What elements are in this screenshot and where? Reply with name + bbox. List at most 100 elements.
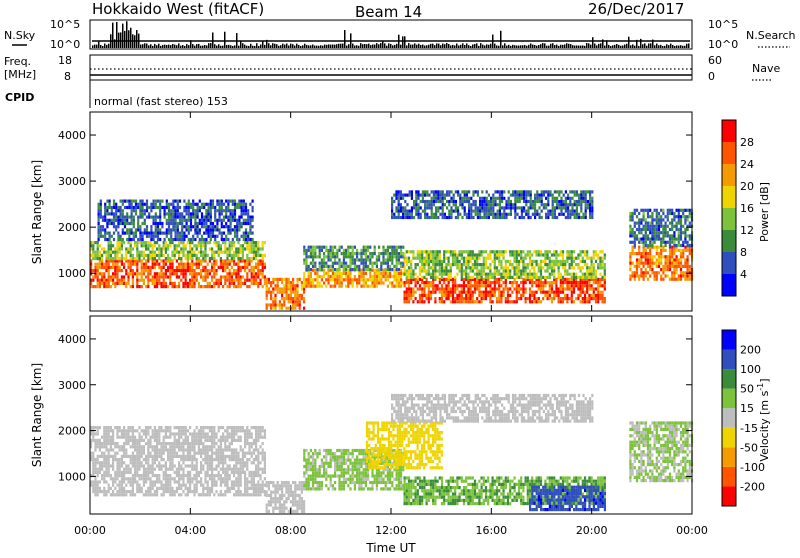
power-echo-cell [367, 265, 369, 268]
power-echo-cell [660, 255, 662, 258]
power-echo-cell [654, 238, 656, 241]
power-echo-cell [398, 278, 400, 281]
power-echo-cell [678, 209, 680, 212]
nsky-bar [314, 46, 316, 48]
power-echo-cell [349, 278, 351, 281]
power-echo-cell [470, 297, 472, 300]
power-echo-cell [673, 225, 675, 228]
power-echo-cell [464, 206, 466, 209]
power-echo-cell [428, 273, 430, 276]
power-echo-cell [112, 263, 114, 266]
power-echo-cell [456, 263, 458, 266]
power-echo-cell [540, 284, 542, 287]
power-echo-cell [431, 216, 433, 219]
power-echo-cell [124, 219, 126, 222]
power-echo-cell [412, 291, 414, 294]
power-echo-cell [352, 252, 354, 255]
power-echo-cell [532, 213, 534, 216]
power-echo-cell [365, 252, 367, 255]
power-echo-cell [470, 253, 472, 256]
power-echo-cell [116, 244, 118, 247]
power-echo-cell [527, 297, 529, 300]
power-echo-cell [179, 206, 181, 209]
velocity-echo-cell [119, 487, 121, 490]
power-echo-cell [680, 209, 682, 212]
power-echo-cell [238, 200, 240, 203]
power-echo-cell [499, 216, 501, 219]
power-echo-cell [191, 254, 193, 257]
power-echo-cell [312, 269, 314, 272]
power-echo-cell [136, 241, 138, 244]
power-echo-cell [501, 206, 503, 209]
power-echo-cell [413, 216, 415, 219]
nsky-bar [638, 46, 640, 48]
power-echo-cell [145, 269, 147, 272]
power-echo-cell [221, 209, 223, 212]
power-echo-cell [354, 246, 356, 249]
power-echo-cell [656, 252, 658, 255]
power-echo-cell [290, 300, 292, 303]
power-echo-cell [155, 222, 157, 225]
power-echo-cell [498, 263, 500, 266]
power-echo-cell [640, 231, 642, 234]
power-echo-cell [264, 263, 266, 266]
power-echo-cell [481, 190, 483, 193]
power-echo-cell [178, 263, 180, 266]
power-echo-cell [660, 274, 662, 277]
power-echo-cell [450, 266, 452, 269]
power-echo-cell [554, 210, 556, 213]
power-echo-cell [689, 238, 691, 241]
power-echo-cell [182, 254, 184, 257]
power-echo-cell [667, 234, 669, 237]
nsky-bar [482, 45, 484, 48]
power-echo-cell [542, 266, 544, 269]
power-echo-cell [214, 209, 216, 212]
power-echo-cell [439, 291, 441, 294]
power-echo-cell [638, 238, 640, 241]
power-echo-cell [203, 219, 205, 222]
power-echo-cell [142, 232, 144, 235]
power-echo-cell [259, 272, 261, 275]
power-echo-cell [180, 279, 182, 282]
power-echo-cell [595, 250, 597, 253]
power-echo-cell [509, 300, 511, 303]
power-echo-cell [398, 252, 400, 255]
power-echo-cell [676, 225, 678, 228]
power-echo-cell [560, 210, 562, 213]
velocity-echo-cell [94, 445, 96, 448]
power-echo-cell [160, 285, 162, 288]
power-echo-cell [202, 275, 204, 278]
power-echo-cell [204, 244, 206, 247]
power-echo-cell [177, 235, 179, 238]
power-echo-cell [413, 200, 415, 203]
velocity-echo-cell [116, 432, 118, 435]
power-echo-cell [682, 244, 684, 247]
power-echo-cell [212, 235, 214, 238]
power-echo-cell [459, 253, 461, 256]
power-echo-cell [404, 260, 406, 263]
power-echo-cell [130, 266, 132, 269]
power-echo-cell [209, 247, 211, 250]
power-echo-cell [230, 219, 232, 222]
power-echo-cell [161, 225, 163, 228]
power-echo-cell [470, 294, 472, 297]
power-echo-cell [253, 269, 255, 272]
power-echo-cell [459, 213, 461, 216]
power-echo-cell [412, 300, 414, 303]
nsky-bar [278, 46, 280, 48]
nsky-bar [412, 45, 414, 48]
power-echo-cell [483, 203, 485, 206]
power-echo-cell [128, 216, 130, 219]
power-echo-cell [671, 218, 673, 221]
power-echo-cell [492, 291, 494, 294]
power-echo-cell [128, 238, 130, 241]
power-echo-cell [230, 216, 232, 219]
power-echo-cell [564, 263, 566, 266]
power-echo-cell [114, 269, 116, 272]
power-echo-cell [176, 269, 178, 272]
power-echo-cell [545, 213, 547, 216]
power-echo-cell [222, 251, 224, 254]
power-echo-cell [503, 216, 505, 219]
nsky-bar [548, 46, 550, 48]
power-echo-cell [208, 212, 210, 215]
